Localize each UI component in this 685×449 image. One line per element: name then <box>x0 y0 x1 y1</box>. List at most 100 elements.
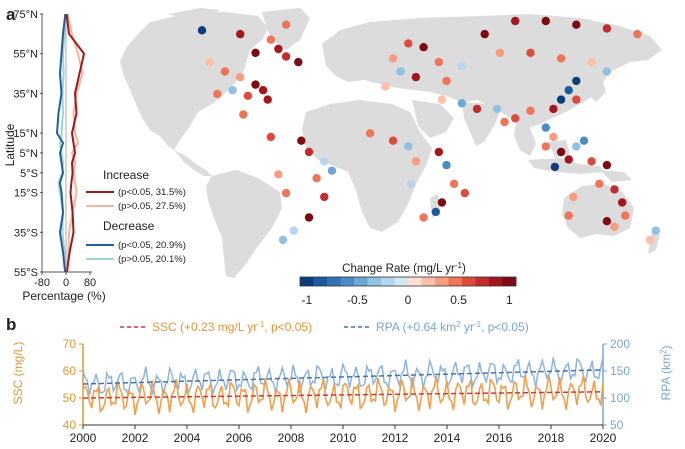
site-marker <box>278 235 288 245</box>
legend-dec-sig-label: (p<0.05, 20.9%) <box>118 240 186 251</box>
y-tick-label-right: 200 <box>610 337 630 351</box>
site-marker <box>396 67 405 76</box>
site-marker <box>572 95 581 104</box>
colorbar-tick-label: 0 <box>405 293 412 307</box>
colorbar-tick-label: -1 <box>301 293 312 307</box>
colorbar-swatches <box>299 276 517 287</box>
site-marker <box>572 76 581 86</box>
x-tick-label: 2020 <box>590 431 617 445</box>
legend-increase-title: Increase <box>103 168 149 182</box>
colorbar-swatch <box>421 277 436 286</box>
percentage-tick-label: 80 <box>84 277 96 289</box>
site-marker <box>633 29 642 39</box>
site-marker <box>550 162 560 172</box>
site-marker <box>263 95 272 104</box>
ssc-series-line <box>82 374 604 416</box>
colorbar-swatch <box>394 277 409 286</box>
profile-plot <box>41 13 92 273</box>
site-marker <box>419 213 428 222</box>
land-greenland <box>262 8 310 50</box>
x-tick-label: 2014 <box>434 431 461 445</box>
percentage-tick-labels: -80 0 80 <box>34 272 96 289</box>
site-marker <box>457 61 466 71</box>
profile-line-inc-sig <box>65 13 85 273</box>
land-indonesia <box>528 158 604 174</box>
colorbar-tick-label: 1 <box>506 293 513 307</box>
site-marker <box>602 160 612 170</box>
site-marker <box>457 99 466 108</box>
site-marker <box>549 132 558 142</box>
site-marker <box>480 29 489 39</box>
colorbar-tick-label: 0.5 <box>450 293 467 307</box>
y-tick-label-left: 50 <box>63 391 77 405</box>
profile-line-inc-ns <box>65 13 84 273</box>
land-central-america <box>174 150 212 176</box>
site-marker <box>511 16 520 26</box>
site-marker <box>437 198 447 207</box>
land-africa <box>302 100 432 232</box>
site-marker <box>266 132 275 142</box>
land-scandinavia <box>350 24 382 50</box>
x-tick-label: 2006 <box>226 431 253 445</box>
colorbar-tick-labels: -1 -0.5 0 0.5 1 <box>301 293 512 307</box>
site-marker <box>251 48 260 57</box>
x-tick-label: 2000 <box>70 431 97 445</box>
site-marker <box>549 104 558 114</box>
site-marker <box>541 123 550 132</box>
colorbar-swatch <box>489 277 503 286</box>
site-marker <box>320 192 329 202</box>
panel-a-label: a <box>6 5 16 24</box>
site-marker <box>526 48 535 57</box>
land-uk <box>328 44 338 60</box>
y-tick-label-left: 70 <box>63 337 77 351</box>
site-marker <box>388 136 398 145</box>
x-tick-label: 2002 <box>122 431 149 445</box>
timeseries-plot-area: 2000 2002 2004 2006 2008 2010 2012 2014 2016 2018… <box>63 337 631 445</box>
site-marker <box>407 179 416 188</box>
rpa-series-line <box>82 357 604 397</box>
latitude-tick-label: 75°N <box>13 9 38 21</box>
site-marker <box>500 117 509 127</box>
land-se-asia <box>514 122 536 156</box>
site-marker <box>304 213 314 222</box>
site-marker <box>610 185 619 194</box>
site-marker <box>449 179 459 188</box>
land-india <box>462 102 500 146</box>
chart-legend: SSC (+0.23 mg/L yr-1, p<0.05) RPA (+0.64… <box>120 320 529 334</box>
site-marker <box>274 44 283 54</box>
colorbar-swatch <box>367 277 382 286</box>
site-marker <box>220 67 230 76</box>
colorbar-swatch <box>475 277 490 286</box>
site-marker <box>239 110 248 119</box>
site-marker <box>281 20 291 29</box>
colorbar-title: Change Rate (mg/L yr-1) <box>342 261 466 275</box>
site-marker <box>411 72 421 82</box>
land-new-guinea <box>600 170 632 182</box>
site-marker <box>602 67 612 76</box>
site-marker <box>618 198 627 207</box>
panel-b-label: b <box>6 315 16 334</box>
site-marker <box>541 16 550 26</box>
site-marker <box>541 142 550 151</box>
site-marker <box>243 91 253 101</box>
y-axis-right-title: RPA (km2) <box>659 346 673 401</box>
colorbar-swatch <box>408 277 422 286</box>
site-marker <box>312 174 321 183</box>
y-axis-left-title: SSC (mg/L) <box>11 342 25 405</box>
site-marker <box>294 57 303 67</box>
colorbar-swatch <box>435 277 449 286</box>
site-marker <box>651 226 660 235</box>
profile-line-dec-sig <box>56 13 67 273</box>
site-marker <box>388 54 398 63</box>
colorbar-frame <box>299 276 517 287</box>
legend-inc-ns-label: (p>0.05, 27.5%) <box>118 201 186 212</box>
site-marker <box>460 188 469 198</box>
site-marker <box>281 52 291 61</box>
x-tick-label: 2012 <box>382 431 409 445</box>
site-marker <box>610 222 619 231</box>
site-marker <box>602 24 612 33</box>
site-marker <box>587 57 596 67</box>
site-marker <box>602 217 612 226</box>
site-marker <box>569 192 578 202</box>
